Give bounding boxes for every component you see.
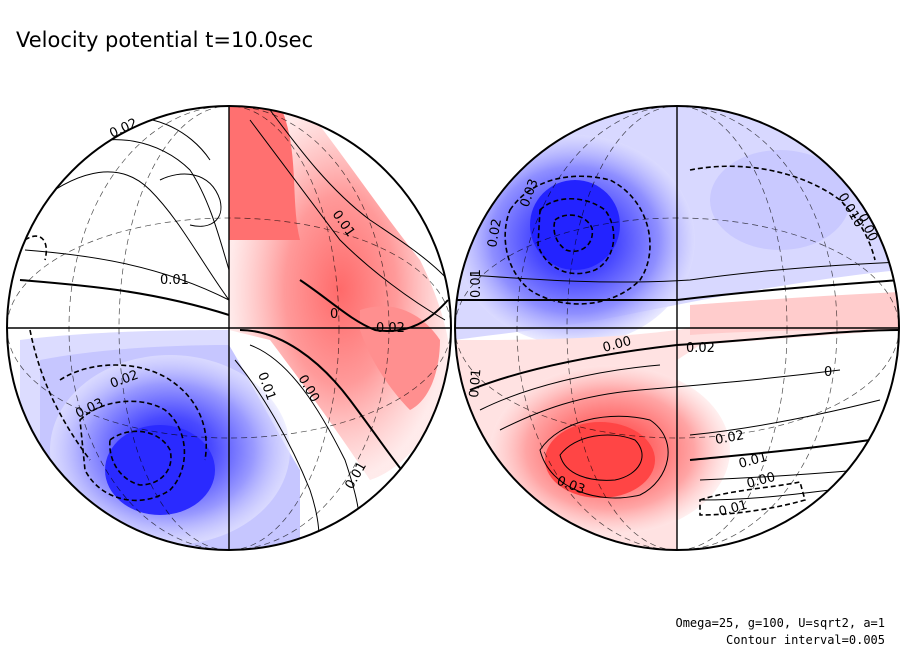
left-positive-region xyxy=(229,106,451,480)
contour-label: 0.02 xyxy=(714,428,745,448)
chart-title: Velocity potential t=10.0sec xyxy=(16,28,313,52)
contour-label: 0 xyxy=(824,365,832,380)
contour-interval-note: Contour interval=0.005 xyxy=(726,633,885,647)
parameters-note: Omega=25, g=100, U=sqrt2, a=1 xyxy=(675,616,885,630)
contour-label: 0.01 xyxy=(737,450,769,472)
right-hemisphere: 0.03 0.02 0.01 0.010 0.00 0.00 0.02 0.01… xyxy=(454,105,900,551)
figure-notes: Omega=25, g=100, U=sqrt2, a=1 Contour in… xyxy=(675,616,885,647)
contour-label: 0.01 xyxy=(469,269,484,298)
contour-label: 0.01 xyxy=(160,273,189,288)
contour-label: 0.02 xyxy=(376,321,405,336)
contour-label: 0.00 xyxy=(745,470,777,492)
contour-label: 0.01 xyxy=(717,498,749,520)
contour-label: 0 xyxy=(330,307,338,322)
contour-label: 0.01 xyxy=(467,368,484,398)
contour-label: 0.00 xyxy=(601,334,633,356)
contour-label: 0.02 xyxy=(485,218,505,249)
right-negative-contours xyxy=(504,165,876,516)
left-hemisphere: 0.02 0.01 0.01 0 0.02 0.02 0.03 0.01 0.0… xyxy=(6,105,452,551)
contour-label: 0.02 xyxy=(686,341,715,356)
